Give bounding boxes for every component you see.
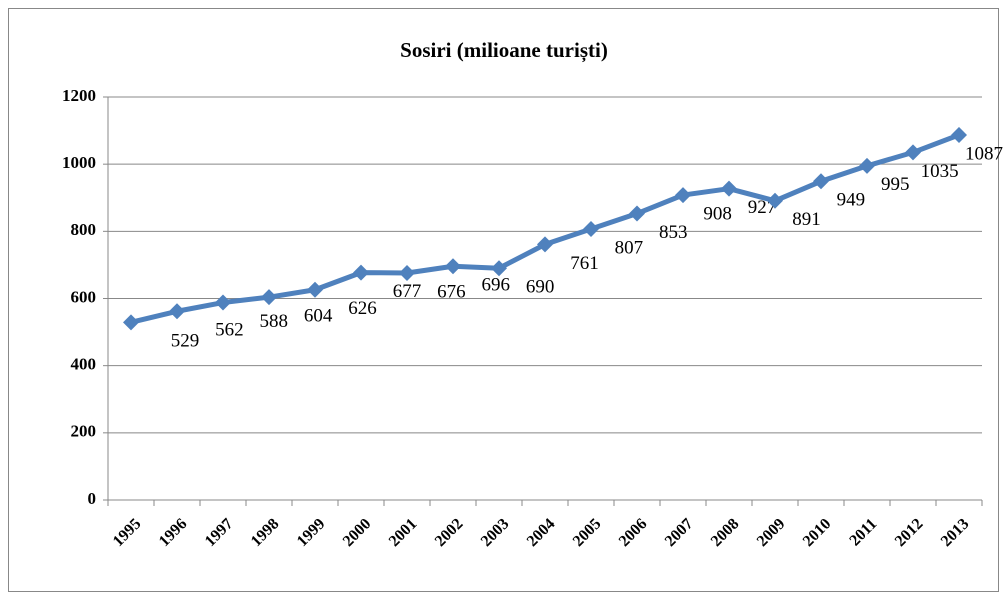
marker [261,289,277,306]
marker [307,281,323,298]
marker [353,264,369,281]
data-label: 761 [570,253,599,274]
data-label: 677 [393,281,422,302]
data-label: 853 [659,222,688,243]
data-label: 529 [171,331,200,352]
data-label: 676 [437,281,466,302]
y-tick-label: 400 [71,355,97,374]
data-label: 626 [348,298,377,319]
y-tick-label: 1200 [62,86,96,105]
data-label: 1035 [921,161,959,182]
marker [537,236,553,253]
marker [445,258,461,275]
marker [215,294,231,311]
marker [813,173,829,190]
marker [905,144,921,161]
data-label: 807 [615,237,644,258]
marker [767,192,783,209]
data-label: 588 [260,311,289,332]
data-label: 696 [481,275,510,296]
marker [169,303,185,320]
y-tick-label: 800 [71,220,97,239]
marker [721,180,737,197]
marker [491,260,507,277]
marker [951,126,967,143]
data-label: 604 [304,306,333,327]
chart-border [8,8,999,592]
data-label: 949 [837,190,866,211]
marker [583,220,599,237]
data-label: 908 [703,203,732,224]
chart-title: Sosiri (milioane turiști) [400,38,608,63]
data-label: 891 [792,209,821,230]
y-tick-label: 1000 [62,153,96,172]
y-tick-label: 600 [71,287,97,306]
data-label: 562 [215,320,244,341]
marker [123,314,139,331]
marker [629,205,645,222]
data-label: 690 [526,277,555,298]
marker [675,187,691,204]
data-label: 1087 [965,143,1003,164]
data-label: 995 [881,174,910,195]
marker [399,264,415,281]
marker [859,157,875,174]
y-tick-label: 200 [71,422,97,441]
y-tick-label: 0 [88,489,97,508]
